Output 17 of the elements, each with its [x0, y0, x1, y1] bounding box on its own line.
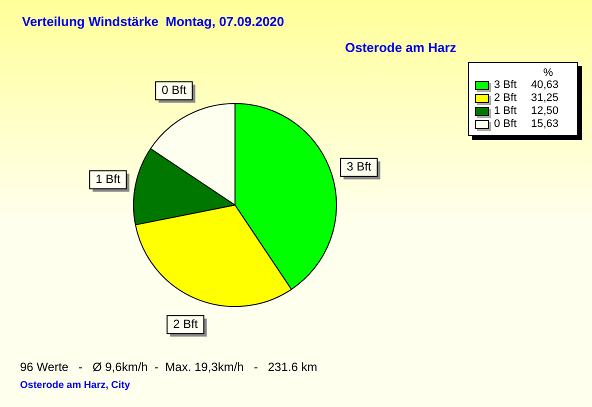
data-label: 15,63: [531, 118, 559, 131]
legend-label: 0 Bft: [494, 118, 518, 131]
data-label: 31,25: [531, 92, 559, 105]
legend-title: %: [542, 67, 554, 79]
text: 96 Werte - Ø 9,6km/h - Max. 19,3km/h - 231.6 km: [20, 360, 318, 374]
data-label: 12,50: [531, 105, 559, 118]
slice-label: 3 Bft: [346, 160, 372, 174]
slice-label: 2 Bft: [173, 316, 198, 331]
legend-label: 3 Bft: [494, 79, 518, 92]
slice-label: 0 Bft: [162, 83, 187, 98]
data-label: 40,63: [531, 79, 559, 92]
chart-subtitle: Osterode am Harz: [345, 40, 456, 55]
legend-label: 1 Bft: [494, 105, 518, 118]
text: Osterode am Harz, City: [20, 380, 130, 391]
slice-label: 1 Bft: [96, 172, 121, 186]
legend-label: 2 Bft: [494, 92, 518, 105]
chart-title: Verteilung Windstärke Montag, 07.09.2020: [22, 14, 284, 29]
